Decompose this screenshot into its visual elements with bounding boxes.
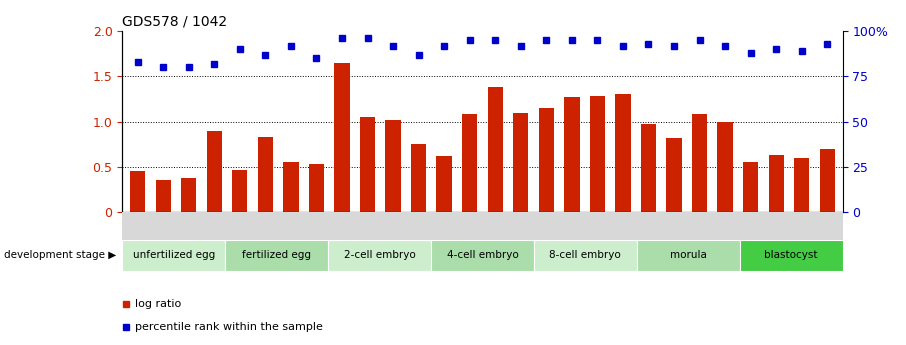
Bar — [431, 240, 534, 271]
Text: 8-cell embryo: 8-cell embryo — [549, 250, 622, 260]
Bar — [309, 164, 324, 212]
Bar — [615, 95, 631, 212]
Bar — [284, 162, 299, 212]
Text: morula: morula — [670, 250, 707, 260]
Bar — [122, 240, 226, 271]
Bar — [743, 162, 758, 212]
Bar — [130, 171, 145, 212]
Bar — [328, 240, 431, 271]
Bar — [534, 240, 637, 271]
Bar — [768, 155, 784, 212]
Bar — [462, 115, 477, 212]
Bar — [232, 170, 247, 212]
Bar — [564, 97, 580, 212]
Text: 4-cell embryo: 4-cell embryo — [447, 250, 518, 260]
Bar — [692, 115, 708, 212]
Bar — [487, 87, 503, 212]
Bar — [411, 144, 426, 212]
Bar — [334, 63, 350, 212]
Bar — [718, 122, 733, 212]
Bar — [257, 137, 273, 212]
Text: blastocyst: blastocyst — [765, 250, 818, 260]
Bar — [437, 156, 452, 212]
Bar — [739, 240, 843, 271]
Bar — [226, 240, 328, 271]
Bar — [666, 138, 681, 212]
Bar — [590, 96, 605, 212]
Text: percentile rank within the sample: percentile rank within the sample — [135, 322, 323, 332]
Bar — [385, 120, 400, 212]
Text: GDS578 / 1042: GDS578 / 1042 — [122, 14, 227, 29]
Bar — [641, 124, 656, 212]
Text: unfertilized egg: unfertilized egg — [132, 250, 215, 260]
Bar — [181, 178, 197, 212]
Text: 2-cell embryo: 2-cell embryo — [343, 250, 416, 260]
Bar — [156, 180, 171, 212]
Bar — [513, 112, 528, 212]
Bar — [539, 108, 554, 212]
Text: fertilized egg: fertilized egg — [242, 250, 311, 260]
Bar — [794, 158, 809, 212]
Text: log ratio: log ratio — [135, 299, 181, 309]
Text: development stage ▶: development stage ▶ — [4, 250, 116, 260]
Bar — [207, 131, 222, 212]
Bar — [360, 117, 375, 212]
Bar — [820, 149, 835, 212]
Bar — [637, 240, 739, 271]
